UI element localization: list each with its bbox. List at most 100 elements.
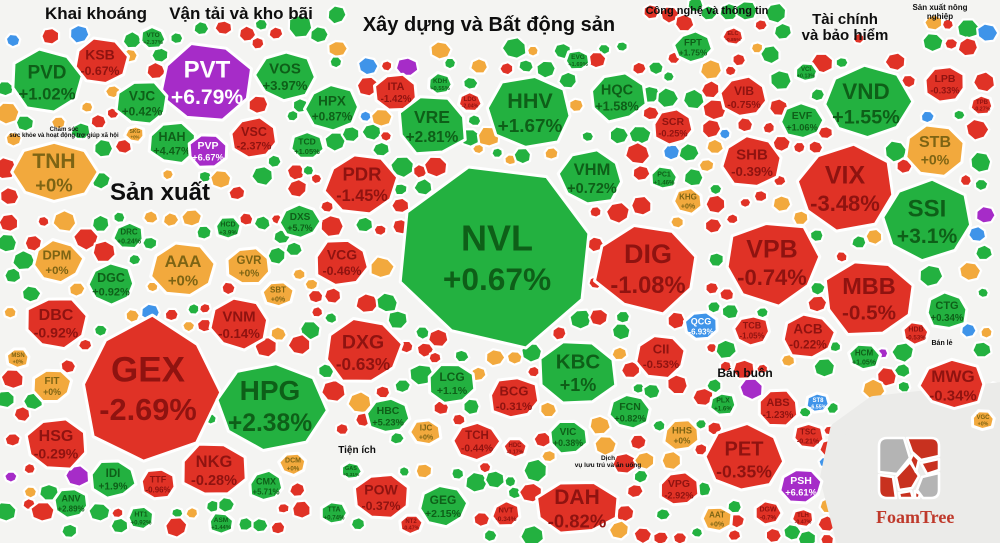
cell-minor[interactable] <box>93 137 115 159</box>
cell-minor[interactable] <box>764 526 784 543</box>
cell-minor[interactable] <box>734 0 759 22</box>
cell-minor[interactable] <box>450 466 466 481</box>
cell-minor[interactable] <box>22 485 39 500</box>
cell-minor[interactable] <box>76 337 94 352</box>
cell-minor[interactable] <box>276 502 291 515</box>
cell-VND[interactable]: VND+1.55% <box>823 63 915 140</box>
cell-minor[interactable] <box>266 245 287 266</box>
cell-minor[interactable] <box>704 280 721 296</box>
cell-minor[interactable] <box>334 422 350 436</box>
cell-minor[interactable] <box>791 140 807 155</box>
cell-DCM[interactable]: DCM+0% <box>277 451 308 477</box>
cell-minor[interactable] <box>36 214 51 228</box>
cell-VOS[interactable]: VOS+3.97% <box>253 50 317 103</box>
cell-minor[interactable] <box>761 120 776 135</box>
cell-minor[interactable] <box>699 79 721 100</box>
cell-minor[interactable] <box>29 501 56 523</box>
cell-minor[interactable] <box>0 389 16 410</box>
cell-minor[interactable] <box>724 212 740 226</box>
cell-SSI[interactable]: SSI+3.1% <box>881 177 973 263</box>
cell-minor[interactable] <box>4 32 22 49</box>
cell-minor[interactable] <box>109 516 130 535</box>
cell-minor[interactable] <box>681 87 706 111</box>
cell-minor[interactable] <box>390 196 411 215</box>
cell-minor[interactable] <box>227 184 247 202</box>
cell-minor[interactable] <box>103 84 122 100</box>
cell-minor[interactable] <box>614 309 632 325</box>
cell-TTA[interactable]: TTA+0.74% <box>319 500 349 526</box>
cell-minor[interactable] <box>68 23 91 45</box>
cell-minor[interactable] <box>682 167 705 188</box>
cell-KSB[interactable]: KSB-0.67% <box>73 36 130 85</box>
cell-minor[interactable] <box>736 116 755 134</box>
cell-minor[interactable] <box>374 384 392 400</box>
foamtree-logo[interactable]: FoamTree <box>876 436 954 528</box>
cell-EVF[interactable]: EVF+1.06% <box>779 101 826 140</box>
cell-minor[interactable] <box>414 462 434 480</box>
cell-NT2[interactable]: NT2-0.47% <box>398 513 425 536</box>
cell-minor[interactable] <box>310 305 325 319</box>
cell-LPB[interactable]: LPB-0.33% <box>923 65 966 104</box>
cell-minor[interactable] <box>651 418 667 433</box>
cell-ABS[interactable]: ABS-1.23% <box>757 388 800 428</box>
cell-FIT[interactable]: FIT+0% <box>31 368 74 403</box>
cell-minor[interactable] <box>705 137 726 155</box>
cell-IJC[interactable]: IJC+0% <box>408 418 443 447</box>
cell-VPG[interactable]: VPG-2.92% <box>658 470 701 507</box>
cell-minor[interactable] <box>121 30 143 50</box>
cell-minor[interactable] <box>112 210 127 224</box>
cell-minor[interactable] <box>470 142 485 156</box>
cell-minor[interactable] <box>697 158 716 174</box>
cell-minor[interactable] <box>608 125 631 146</box>
cell-minor[interactable] <box>791 209 810 227</box>
cell-minor[interactable] <box>397 465 411 478</box>
cell-NKG[interactable]: NKG-0.28% <box>181 442 248 496</box>
cell-minor[interactable] <box>386 309 409 330</box>
cell-minor[interactable] <box>354 215 375 234</box>
cell-minor[interactable] <box>956 36 980 58</box>
cell-minor[interactable] <box>110 506 125 520</box>
cell-minor[interactable] <box>49 115 67 131</box>
cell-minor[interactable] <box>64 464 91 488</box>
cell-minor[interactable] <box>890 341 916 364</box>
cell-minor[interactable] <box>661 69 676 83</box>
cell-minor[interactable] <box>209 169 233 190</box>
cell-minor[interactable] <box>252 214 272 232</box>
cell-minor[interactable] <box>269 325 288 342</box>
cell-minor[interactable] <box>0 232 19 254</box>
cell-minor[interactable] <box>198 301 212 315</box>
cell-PVP[interactable]: PVP+6.67% <box>187 133 229 169</box>
cell-minor[interactable] <box>79 100 95 114</box>
cell-minor[interactable] <box>253 17 269 32</box>
cell-minor[interactable] <box>717 127 732 141</box>
cell-AAA[interactable]: AAA+0% <box>149 241 217 297</box>
cell-minor[interactable] <box>611 452 638 475</box>
cell-minor[interactable] <box>892 362 912 379</box>
cell-minor[interactable] <box>754 306 770 320</box>
cell-minor[interactable] <box>525 364 541 379</box>
cell-VGC[interactable]: VGC+0% <box>970 409 996 432</box>
cell-minor[interactable] <box>309 172 324 186</box>
cell-minor[interactable] <box>588 414 612 436</box>
cell-minor[interactable] <box>0 212 20 233</box>
cell-minor[interactable] <box>707 251 725 268</box>
cell-minor[interactable] <box>484 348 507 368</box>
cell-minor[interactable] <box>971 70 997 94</box>
cell-DBC[interactable]: DBC-0.92% <box>25 297 89 351</box>
cell-minor[interactable] <box>819 532 836 543</box>
cell-HT1[interactable]: HT1+0.92% <box>126 504 155 531</box>
cell-minor[interactable] <box>59 358 78 375</box>
cell-minor[interactable] <box>195 224 213 241</box>
cell-minor[interactable] <box>535 59 557 80</box>
cell-GEG[interactable]: GEG+2.15% <box>418 484 470 529</box>
cell-minor[interactable] <box>340 125 361 144</box>
cell-EVG[interactable]: EVG+1.69% <box>563 48 592 72</box>
cell-minor[interactable] <box>834 250 849 264</box>
cell-minor[interactable] <box>3 432 22 448</box>
cell-minor[interactable] <box>375 291 399 314</box>
cell-VJC[interactable]: VJC+0.42% <box>114 80 169 126</box>
cell-minor[interactable] <box>660 449 683 471</box>
cell-minor[interactable] <box>771 194 793 214</box>
cell-minor[interactable] <box>851 31 866 46</box>
cell-HPX[interactable]: HPX+0.87% <box>303 83 360 133</box>
